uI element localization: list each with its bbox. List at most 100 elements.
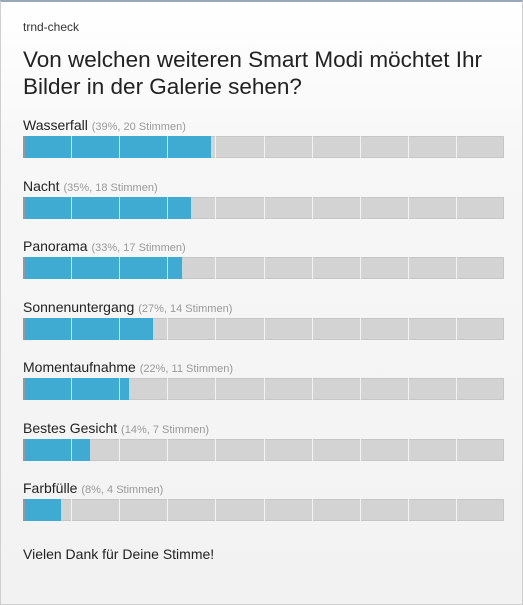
result-bar-fill <box>23 499 62 521</box>
result-bar-track <box>23 438 504 461</box>
brand-label: trnd-check <box>23 20 80 34</box>
bar-grid-tick <box>311 438 313 461</box>
bar-grid-tick <box>215 257 217 279</box>
bar-grid-tick <box>455 196 457 219</box>
bar-grid-tick <box>71 378 73 400</box>
bar-grid-tick <box>455 317 457 340</box>
bar-grid-tick <box>263 438 265 461</box>
bar-grid-tick <box>71 499 73 521</box>
bar-grid-tick <box>119 499 121 521</box>
result-bar-fill <box>23 317 153 340</box>
bar-grid-tick <box>407 196 409 219</box>
thank-you-message: Vielen Dank für Deine Stimme! <box>23 545 215 562</box>
bar-grid-tick <box>119 196 121 219</box>
option-stats: (8%, 4 Stimmen) <box>81 484 164 496</box>
poll-option: Nacht (35%, 18 Stimmen) <box>23 177 504 238</box>
bar-grid-tick <box>215 378 217 400</box>
poll-question: Von welchen weiteren Smart Modi möchtet … <box>23 47 482 99</box>
bar-grid-tick <box>71 257 73 279</box>
result-bar-fill <box>23 136 211 158</box>
option-name: Nacht <box>23 177 60 194</box>
poll-option: Momentaufnahme (22%, 11 Stimmen) <box>23 358 504 419</box>
bar-grid-tick <box>455 257 457 279</box>
option-name: Sonnenuntergang <box>23 298 135 315</box>
bar-grid-tick <box>215 438 217 461</box>
bar-grid-tick <box>263 499 265 521</box>
bar-grid-tick <box>407 438 409 461</box>
bar-grid-tick <box>311 257 313 279</box>
option-stats: (14%, 7 Stimmen) <box>121 423 210 436</box>
bar-grid-tick <box>167 499 169 521</box>
poll-option: Wasserfall (39%, 20 Stimmen) <box>23 116 504 177</box>
option-label-row: Bestes Gesicht (14%, 7 Stimmen) <box>23 419 502 439</box>
option-name: Panorama <box>23 238 88 254</box>
bar-grid-tick <box>359 317 361 340</box>
bar-grid-tick <box>119 438 121 461</box>
bar-grid-tick <box>407 378 409 400</box>
bar-grid-tick <box>119 136 121 158</box>
option-name: Momentaufnahme <box>23 359 136 375</box>
bar-grid-tick <box>455 499 457 521</box>
option-stats: (22%, 11 Stimmen) <box>139 363 234 375</box>
option-stats: (27%, 14 Stimmen) <box>138 302 233 315</box>
result-bar-fill <box>23 378 129 400</box>
option-label-row: Momentaufnahme (22%, 11 Stimmen) <box>23 358 502 378</box>
bar-grid-tick <box>359 438 361 461</box>
result-bar-track <box>23 136 504 158</box>
option-label-row: Panorama (33%, 17 Stimmen) <box>23 237 502 257</box>
bar-grid-tick <box>359 499 361 521</box>
bar-grid-tick <box>167 257 169 279</box>
bar-grid-tick <box>119 317 121 340</box>
bar-grid-tick <box>359 136 361 158</box>
poll-option: Sonnenuntergang (27%, 14 Stimmen) <box>23 298 504 359</box>
bar-grid-tick <box>407 317 409 340</box>
option-name: Wasserfall <box>23 117 88 133</box>
result-bar-fill <box>23 438 91 461</box>
bar-grid-tick <box>167 317 169 340</box>
result-bar-track <box>23 196 504 219</box>
option-stats: (35%, 18 Stimmen) <box>63 181 158 194</box>
bar-grid-tick <box>311 136 313 158</box>
bar-grid-tick <box>359 257 361 279</box>
poll-option: Farbfülle (8%, 4 Stimmen) <box>23 479 504 540</box>
bar-grid-tick <box>215 499 217 521</box>
result-bar-track <box>23 257 504 279</box>
bar-grid-tick <box>455 438 457 461</box>
option-name: Bestes Gesicht <box>23 419 118 436</box>
bar-grid-tick <box>167 136 169 158</box>
bar-grid-tick <box>455 136 457 158</box>
bar-grid-tick <box>407 136 409 158</box>
bar-grid-tick <box>407 257 409 279</box>
bar-grid-tick <box>263 136 265 158</box>
bar-grid-tick <box>119 378 121 400</box>
bar-grid-tick <box>167 378 169 400</box>
bar-grid-tick <box>71 196 73 219</box>
option-label-row: Wasserfall (39%, 20 Stimmen) <box>23 116 502 136</box>
option-label-row: Farbfülle (8%, 4 Stimmen) <box>23 479 502 499</box>
option-label-row: Nacht (35%, 18 Stimmen) <box>23 177 502 197</box>
bar-grid-tick <box>455 378 457 400</box>
bar-grid-tick <box>263 378 265 400</box>
result-bar-track <box>23 378 504 400</box>
result-bar-track <box>23 499 504 521</box>
option-stats: (39%, 20 Stimmen) <box>91 121 186 133</box>
bar-grid-tick <box>71 136 73 158</box>
result-bar-fill <box>23 196 192 219</box>
bar-grid-tick <box>71 317 73 340</box>
result-bar-track <box>23 317 504 340</box>
option-stats: (33%, 17 Stimmen) <box>91 242 186 254</box>
bar-grid-tick <box>167 196 169 219</box>
option-label-row: Sonnenuntergang (27%, 14 Stimmen) <box>23 298 502 318</box>
poll-option: Bestes Gesicht (14%, 7 Stimmen) <box>23 419 504 480</box>
option-name: Farbfülle <box>23 480 78 496</box>
poll-options: Wasserfall (39%, 20 Stimmen) Nacht (35%, … <box>23 116 504 540</box>
result-bar-fill <box>23 257 182 279</box>
bar-grid-tick <box>311 196 313 219</box>
bar-grid-tick <box>311 317 313 340</box>
bar-grid-tick <box>263 317 265 340</box>
bar-grid-tick <box>167 438 169 461</box>
bar-grid-tick <box>215 196 217 219</box>
bar-grid-tick <box>407 499 409 521</box>
bar-grid-tick <box>71 438 73 461</box>
